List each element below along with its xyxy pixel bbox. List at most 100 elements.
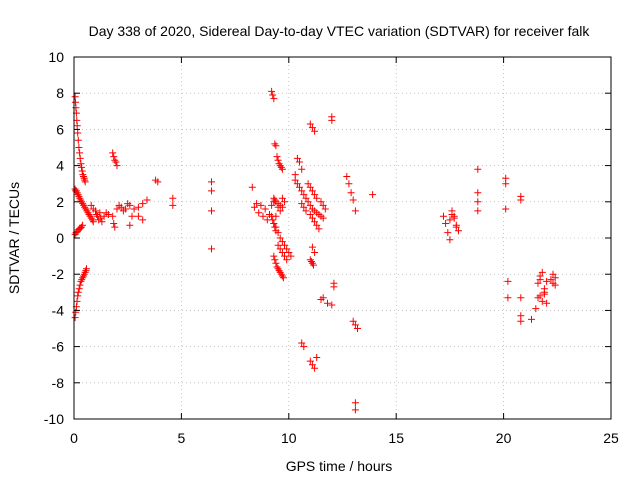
data-point-marker xyxy=(88,216,96,224)
data-point-marker xyxy=(71,314,79,322)
data-point-marker xyxy=(283,245,291,253)
y-tick-label: -6 xyxy=(52,339,65,355)
data-point-marker xyxy=(113,205,121,213)
data-point-marker xyxy=(551,281,559,289)
data-point-marker xyxy=(343,173,351,180)
data-point-marker xyxy=(86,212,94,220)
data-point-marker xyxy=(94,212,102,220)
data-point-marker xyxy=(455,227,462,235)
data-point-marker xyxy=(208,178,215,186)
data-point-marker xyxy=(270,194,278,202)
data-point-marker xyxy=(300,191,308,199)
data-point-marker xyxy=(271,256,279,264)
data-point-marker xyxy=(534,279,542,287)
x-tick-label: 15 xyxy=(388,430,404,446)
data-point-marker xyxy=(82,267,90,275)
x-tick-label: 10 xyxy=(281,430,297,446)
data-point-marker xyxy=(474,207,482,215)
data-point-marker xyxy=(278,194,286,202)
data-point-marker xyxy=(81,178,89,186)
data-point-marker xyxy=(92,207,99,215)
data-points xyxy=(71,87,559,414)
data-point-marker xyxy=(291,171,299,179)
data-point-marker xyxy=(72,308,80,316)
data-point-marker xyxy=(109,149,117,157)
data-point-marker xyxy=(354,325,361,332)
y-tick-label: 8 xyxy=(56,85,64,101)
data-point-marker xyxy=(268,201,276,209)
data-point-marker xyxy=(259,212,267,220)
data-point-marker xyxy=(76,281,84,289)
data-point-marker xyxy=(271,196,279,204)
data-point-marker xyxy=(328,301,336,309)
data-point-marker xyxy=(208,207,215,215)
data-point-marker xyxy=(536,272,544,280)
data-point-marker xyxy=(517,294,525,302)
data-point-marker xyxy=(517,317,525,325)
data-point-marker xyxy=(109,212,117,220)
data-point-marker xyxy=(296,183,303,191)
data-point-marker xyxy=(302,207,310,215)
data-point-marker xyxy=(287,252,295,260)
data-point-marker xyxy=(269,91,277,99)
data-point-marker xyxy=(349,196,357,204)
y-tick-label: -2 xyxy=(52,266,65,282)
data-point-marker xyxy=(440,212,447,220)
data-point-marker xyxy=(446,236,454,244)
data-point-marker xyxy=(278,272,286,280)
data-point-marker xyxy=(110,220,118,227)
x-tick-label: 0 xyxy=(70,430,78,446)
data-point-marker xyxy=(324,299,331,307)
data-point-marker xyxy=(504,294,512,302)
data-point-marker xyxy=(308,124,316,132)
data-point-marker xyxy=(270,252,278,260)
data-point-marker xyxy=(277,270,285,278)
x-tick-label: 5 xyxy=(178,430,186,446)
data-point-marker xyxy=(117,203,125,211)
data-point-marker xyxy=(349,317,357,325)
data-point-marker xyxy=(311,218,319,226)
data-point-marker xyxy=(351,207,359,215)
data-point-marker xyxy=(310,261,317,269)
data-point-marker xyxy=(71,185,79,193)
data-point-marker xyxy=(96,209,104,217)
data-point-marker xyxy=(261,205,269,213)
data-point-marker xyxy=(298,339,306,347)
data-point-marker xyxy=(276,162,284,170)
data-point-marker xyxy=(111,223,119,231)
data-point-marker xyxy=(308,214,316,222)
data-point-marker xyxy=(74,288,82,296)
data-point-marker xyxy=(78,276,86,284)
chart-title: Day 338 of 2020, Sidereal Day-to-day VTE… xyxy=(89,23,591,39)
y-tick-label: 10 xyxy=(48,49,64,65)
data-point-marker xyxy=(308,243,316,251)
y-tick-label: -10 xyxy=(44,411,64,427)
data-point-marker xyxy=(250,203,258,211)
y-axis-title: SDTVAR / TECUs xyxy=(6,182,22,294)
data-point-marker xyxy=(112,158,120,166)
data-point-marker xyxy=(77,196,85,204)
data-point-marker xyxy=(76,154,84,162)
data-point-marker xyxy=(474,165,482,173)
data-point-marker xyxy=(273,153,281,161)
data-point-marker xyxy=(306,357,314,365)
data-point-marker xyxy=(304,180,312,188)
data-point-marker xyxy=(311,191,319,199)
data-point-marker xyxy=(111,156,119,164)
data-point-marker xyxy=(313,221,321,229)
data-point-marker xyxy=(452,221,460,229)
data-point-marker xyxy=(268,87,276,95)
data-point-marker xyxy=(268,212,276,220)
data-point-marker xyxy=(73,122,81,130)
data-point-marker xyxy=(345,180,353,188)
axis-ticks: 0 5 10 15 20 25 -10 -8 -6 -4 -2 0 2 4 6 8 10 xyxy=(44,49,619,446)
data-point-marker xyxy=(276,245,284,253)
data-point-marker xyxy=(73,189,81,197)
data-point-marker xyxy=(271,140,279,148)
data-point-marker xyxy=(248,183,256,191)
data-point-marker xyxy=(208,187,215,195)
data-point-marker xyxy=(113,162,121,170)
data-point-marker xyxy=(281,252,288,260)
data-point-marker xyxy=(274,241,282,249)
data-point-marker xyxy=(272,259,280,267)
